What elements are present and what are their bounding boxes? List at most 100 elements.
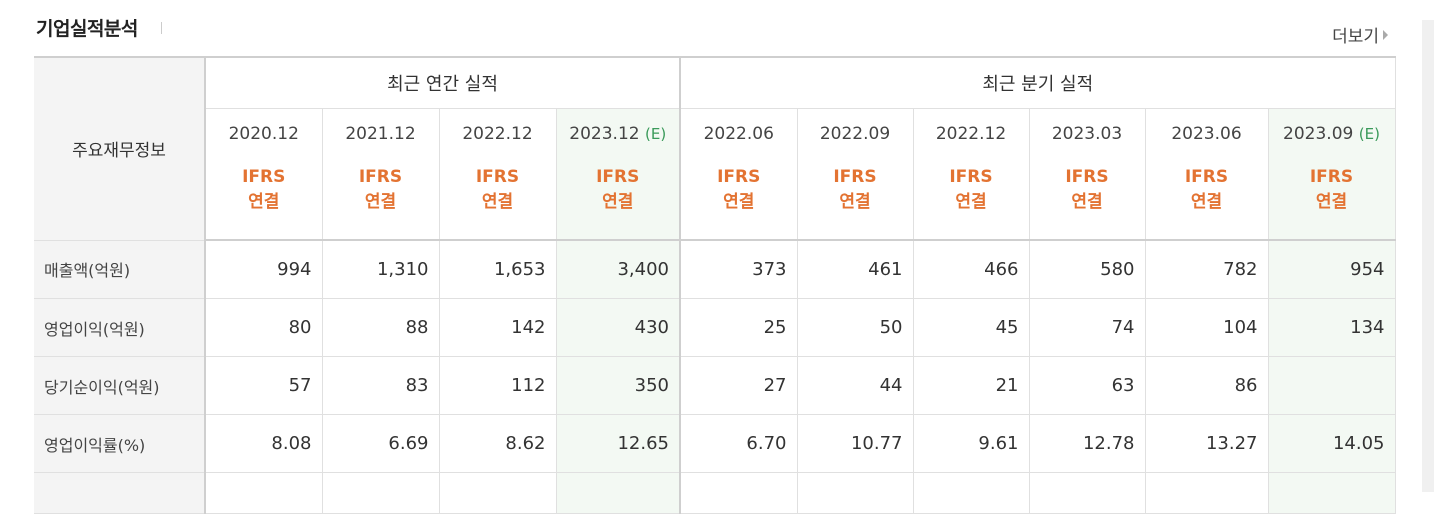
chevron-right-icon — [1383, 29, 1388, 40]
table-cell — [680, 472, 798, 514]
quarter-group-header: 최근 분기 실적 — [680, 57, 1396, 109]
period-header: 2022.06 — [680, 108, 798, 159]
basis-standard: IFRS — [596, 167, 640, 187]
table-cell: 12.65 — [556, 414, 681, 473]
table-cell: 430 — [556, 298, 681, 357]
table-cell: 373 — [680, 240, 798, 299]
period-label: 2023.12 — [569, 124, 640, 144]
period-label: 2022.12 — [935, 124, 1007, 144]
table-cell: 8.08 — [205, 414, 323, 473]
table-cell: 6.69 — [322, 414, 440, 473]
scrollbar-track[interactable] — [1422, 20, 1434, 492]
table-cell — [205, 472, 323, 514]
table-row-partial — [34, 472, 1396, 514]
more-link-label: 더보기 — [1332, 27, 1379, 47]
period-label: 2020.12 — [228, 124, 299, 144]
estimate-badge: (E) — [1358, 125, 1380, 143]
period-label: 2023.03 — [1051, 124, 1123, 144]
table-cell: 74 — [1029, 298, 1146, 357]
row-label: 영업이익률(%) — [34, 414, 206, 473]
basis-standard: IFRS — [1309, 167, 1354, 187]
table-cell: 8.62 — [439, 414, 557, 473]
more-link[interactable]: 더보기 — [1332, 22, 1388, 47]
table-cell — [1145, 472, 1269, 514]
basis-consolidation: 연결 — [1071, 192, 1103, 212]
table-cell: 63 — [1029, 356, 1146, 415]
table-cell — [556, 472, 681, 514]
table-cell: 13.27 — [1145, 414, 1269, 473]
title-divider — [161, 22, 162, 34]
basis-header: IFRS 연결 — [205, 159, 323, 241]
table-cell: 3,400 — [556, 240, 681, 299]
group-header-row: 주요재무정보 최근 연간 실적 최근 분기 실적 — [34, 57, 1396, 241]
period-header: 2021.12 — [322, 108, 440, 159]
table-cell: 9.61 — [913, 414, 1030, 473]
table-cell — [797, 472, 914, 514]
period-label: 2021.12 — [345, 124, 416, 144]
table-cell: 104 — [1145, 298, 1269, 357]
table-cell — [913, 472, 1030, 514]
table-row: 영업이익률(%) 8.08 6.69 8.62 12.65 6.70 10.77 9.61 12… — [34, 414, 1396, 473]
table-cell: 6.70 — [680, 414, 798, 473]
period-label: 2022.09 — [819, 124, 891, 144]
period-header: 2022.09 — [797, 108, 914, 159]
table-cell: 86 — [1145, 356, 1269, 415]
period-label: 2023.06 — [1171, 124, 1242, 144]
basis-consolidation: 연결 — [1315, 192, 1348, 212]
table-cell: 21 — [913, 356, 1030, 415]
financial-table: 주요재무정보 최근 연간 실적 최근 분기 실적 2020.12 2021.12 2… — [34, 56, 1396, 514]
basis-standard: IFRS — [242, 167, 286, 187]
period-header: 2022.12 — [913, 108, 1030, 159]
table-row: 당기순이익(억원) 57 83 112 350 27 44 21 63 86 — [34, 356, 1396, 415]
row-label: 영업이익(억원) — [34, 298, 206, 357]
basis-consolidation: 연결 — [839, 192, 871, 212]
corner-header: 주요재무정보 — [34, 57, 206, 241]
period-header-row: 2020.12 2021.12 2022.12 2023.12 (E) 2022.06 2… — [34, 108, 1396, 159]
table-cell: 14.05 — [1268, 414, 1396, 473]
basis-consolidation: 연결 — [955, 192, 987, 212]
period-header: 2022.12 — [439, 108, 557, 159]
row-label: 당기순이익(억원) — [34, 356, 206, 415]
basis-header: IFRS 연결 — [1029, 159, 1146, 241]
table-cell: 25 — [680, 298, 798, 357]
table-cell: 80 — [205, 298, 323, 357]
basis-standard: IFRS — [833, 167, 877, 187]
table-cell: 45 — [913, 298, 1030, 357]
table-cell — [1029, 472, 1146, 514]
period-header: 2020.12 — [205, 108, 323, 159]
table-cell: 12.78 — [1029, 414, 1146, 473]
table-cell: 461 — [797, 240, 914, 299]
basis-header: IFRS 연결 — [680, 159, 798, 241]
table-cell: 83 — [322, 356, 440, 415]
basis-standard: IFRS — [1065, 167, 1109, 187]
row-label-partial — [34, 472, 206, 514]
basis-header: IFRS 연결 — [1145, 159, 1269, 241]
basis-consolidation: 연결 — [248, 192, 280, 212]
table-cell: 57 — [205, 356, 323, 415]
table-cell: 142 — [439, 298, 557, 357]
annual-group-header: 최근 연간 실적 — [205, 57, 681, 109]
table-cell: 994 — [205, 240, 323, 299]
row-label: 매출액(억원) — [34, 240, 206, 299]
section-title: 기업실적분석 — [36, 18, 138, 40]
basis-header: IFRS 연결 — [913, 159, 1030, 241]
basis-header: IFRS 연결 — [1268, 159, 1396, 241]
basis-consolidation: 연결 — [364, 192, 397, 212]
period-header: 2023.03 — [1029, 108, 1146, 159]
period-header: 2023.06 — [1145, 108, 1269, 159]
table-cell — [1268, 356, 1396, 415]
basis-standard: IFRS — [475, 167, 520, 187]
table-cell: 112 — [439, 356, 557, 415]
table-cell: 88 — [322, 298, 440, 357]
period-label: 2022.06 — [703, 124, 774, 144]
table-cell: 466 — [913, 240, 1030, 299]
table-cell: 50 — [797, 298, 914, 357]
table-cell: 134 — [1268, 298, 1396, 357]
table-cell: 1,310 — [322, 240, 440, 299]
basis-standard: IFRS — [1184, 167, 1229, 187]
basis-standard: IFRS — [949, 167, 993, 187]
basis-header: IFRS 연결 — [797, 159, 914, 241]
period-label: 2022.12 — [462, 124, 533, 144]
table-cell — [1268, 472, 1396, 514]
table-cell: 10.77 — [797, 414, 914, 473]
